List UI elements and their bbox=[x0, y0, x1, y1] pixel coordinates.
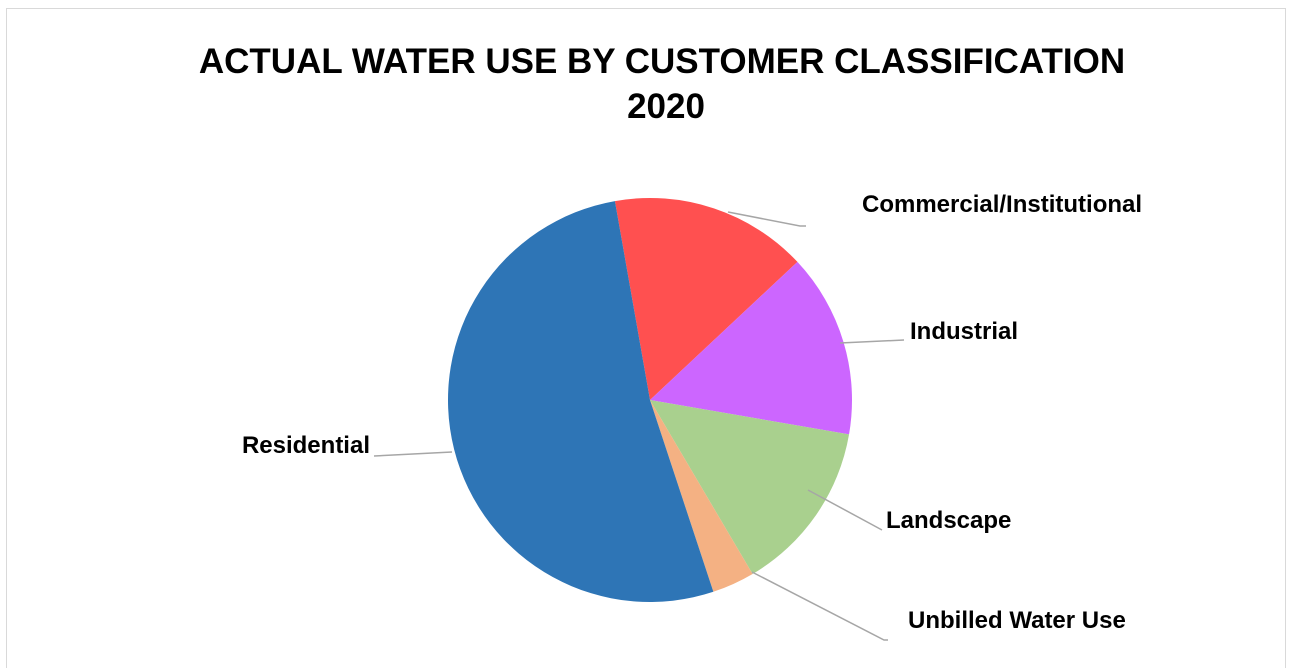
leader-line bbox=[727, 211, 806, 227]
leader-line bbox=[839, 339, 905, 344]
pie-slices bbox=[448, 198, 852, 602]
leader-line bbox=[807, 489, 883, 531]
slice-label: Residential bbox=[242, 432, 370, 459]
leader-line bbox=[373, 451, 453, 457]
pie-slice-landscape bbox=[650, 400, 850, 575]
pie-slice-residential bbox=[448, 201, 714, 602]
slice-label: Landscape bbox=[886, 507, 1011, 534]
pie-slice-commercial-institutional bbox=[614, 198, 798, 400]
pie-slice-industrial bbox=[650, 261, 852, 435]
slice-label: Commercial/Institutional bbox=[862, 191, 1142, 218]
chart-title: ACTUAL WATER USE BY CUSTOMER CLASSIFICAT… bbox=[199, 42, 1125, 81]
slice-label: Unbilled Water Use bbox=[908, 607, 1126, 634]
leader-lines bbox=[373, 211, 905, 641]
chart-subtitle: 2020 bbox=[627, 87, 705, 126]
pie-slice-unbilled-water-use bbox=[650, 400, 753, 592]
leader-line bbox=[751, 571, 888, 641]
slice-labels: Commercial/Institutional Industrial Landsc… bbox=[242, 191, 1142, 634]
slice-label: Industrial bbox=[910, 318, 1018, 345]
